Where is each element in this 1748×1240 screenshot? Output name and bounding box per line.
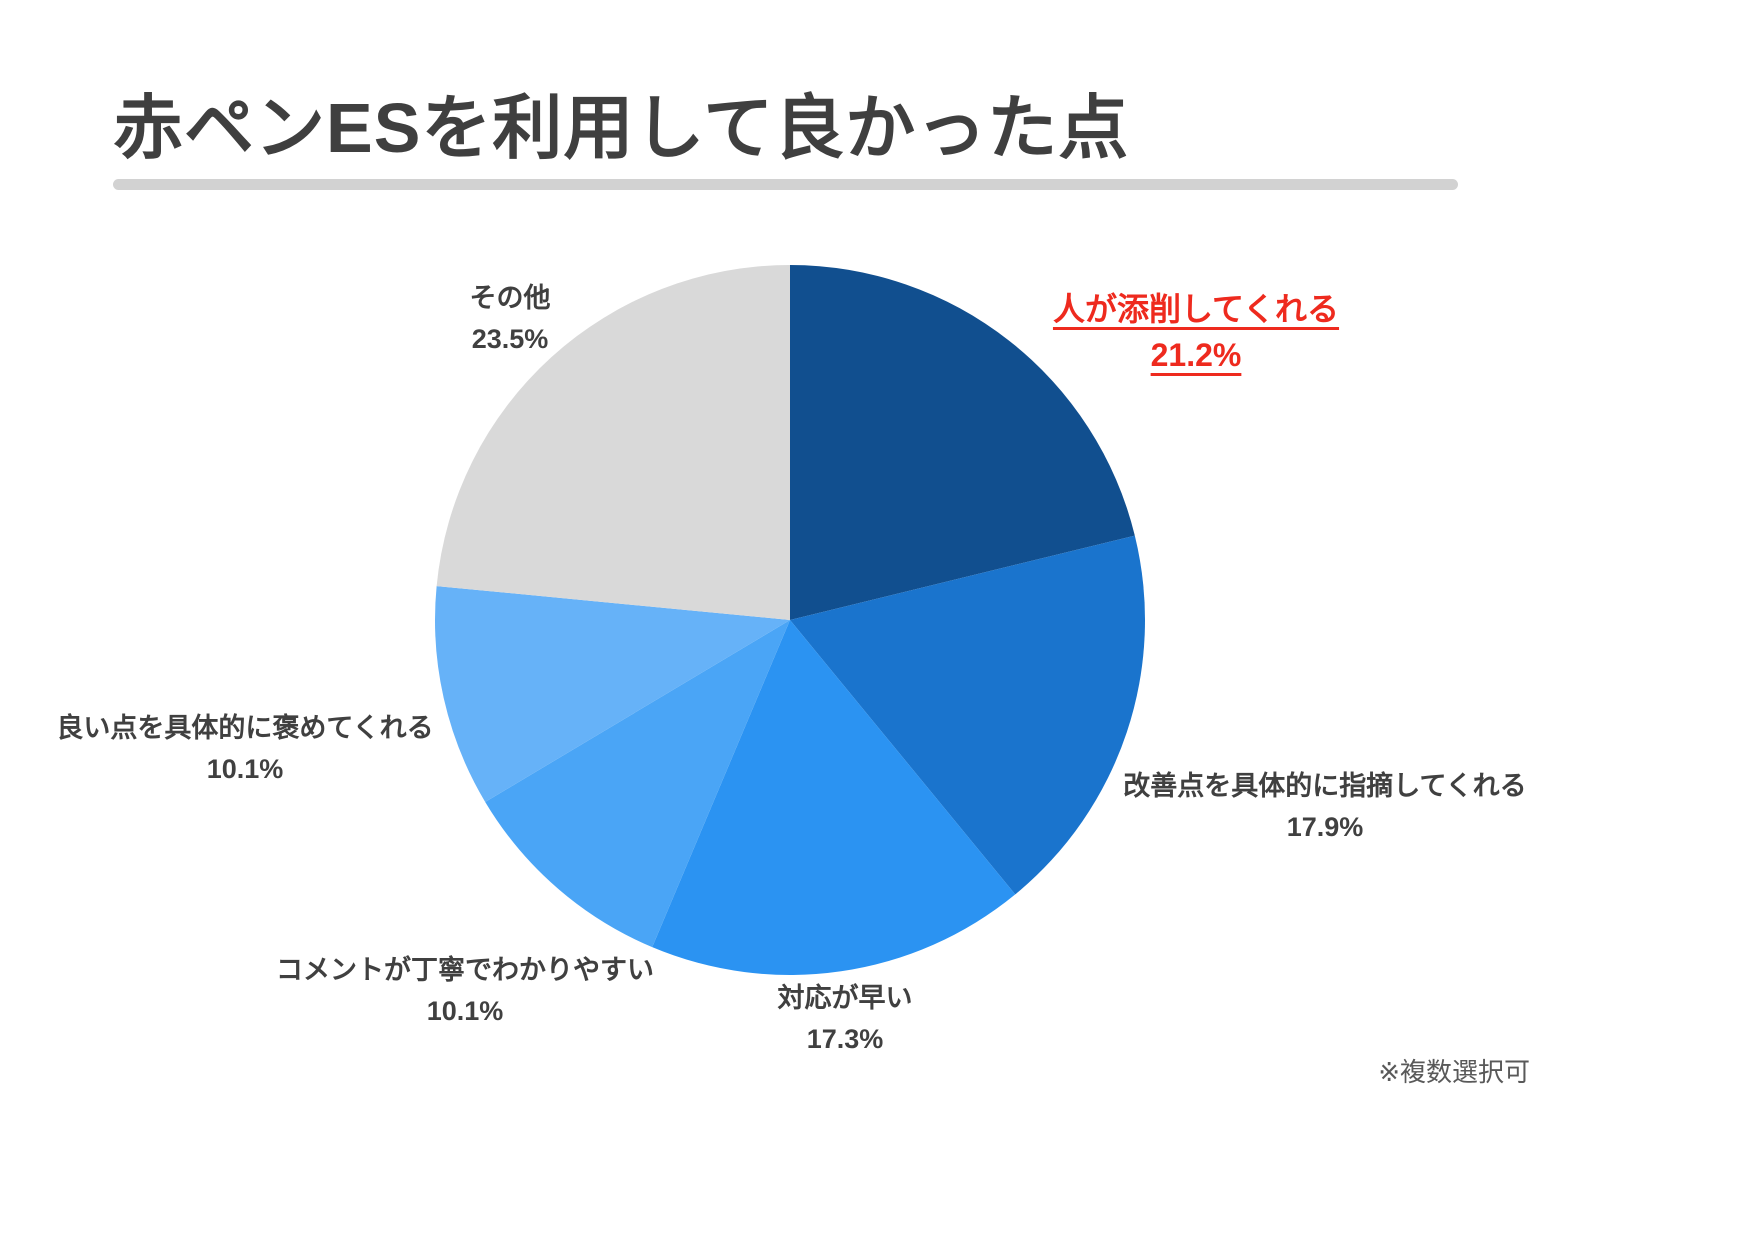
- slice-label-text: 人が添削してくれる: [1052, 291, 1340, 327]
- slice-label-percent: 10.1%: [206, 753, 284, 784]
- slice-label-text: 良い点を具体的に褒めてくれる: [56, 713, 434, 743]
- title-underline: [113, 179, 1458, 190]
- footnote: ※複数選択可: [1378, 1057, 1530, 1087]
- slice-label-yoiten-homete: 良い点を具体的に褒めてくれる 10.1%: [56, 708, 433, 789]
- slice-label-text: 対応が早い: [777, 983, 913, 1013]
- pie-slice-4: [435, 586, 790, 802]
- slice-label-kaizenten: 改善点を具体的に指摘してくれる 17.9%: [1123, 766, 1526, 847]
- pie-slice-1: [790, 535, 1146, 895]
- slice-label-percent: 10.1%: [426, 995, 504, 1026]
- pie-slice-0: [790, 265, 1135, 620]
- slice-label-text: その他: [469, 283, 551, 313]
- slice-label-comment-teinei: コメントが丁寧でわかりやすい 10.1%: [276, 950, 654, 1031]
- pie-slice-5: [436, 265, 790, 620]
- slice-label-taiou-ga-hayai: 対応が早い 17.3%: [778, 978, 913, 1059]
- pie-slice-2: [652, 620, 1016, 976]
- slice-label-percent: 17.3%: [806, 1023, 884, 1054]
- slice-label-hito-ga-tensaku: 人が添削してくれる 21.2%: [1053, 286, 1339, 379]
- page-title: 赤ペンESを利用して良かった点: [113, 89, 1130, 167]
- pie-slice-3: [485, 620, 790, 948]
- slice-label-sonota: その他 23.5%: [470, 278, 551, 359]
- slice-label-percent: 23.5%: [471, 323, 549, 354]
- slice-label-percent: 17.9%: [1286, 811, 1364, 842]
- slice-label-text: 改善点を具体的に指摘してくれる: [1123, 771, 1527, 801]
- slice-label-percent: 21.2%: [1150, 337, 1242, 374]
- slice-label-text: コメントが丁寧でわかりやすい: [276, 955, 654, 985]
